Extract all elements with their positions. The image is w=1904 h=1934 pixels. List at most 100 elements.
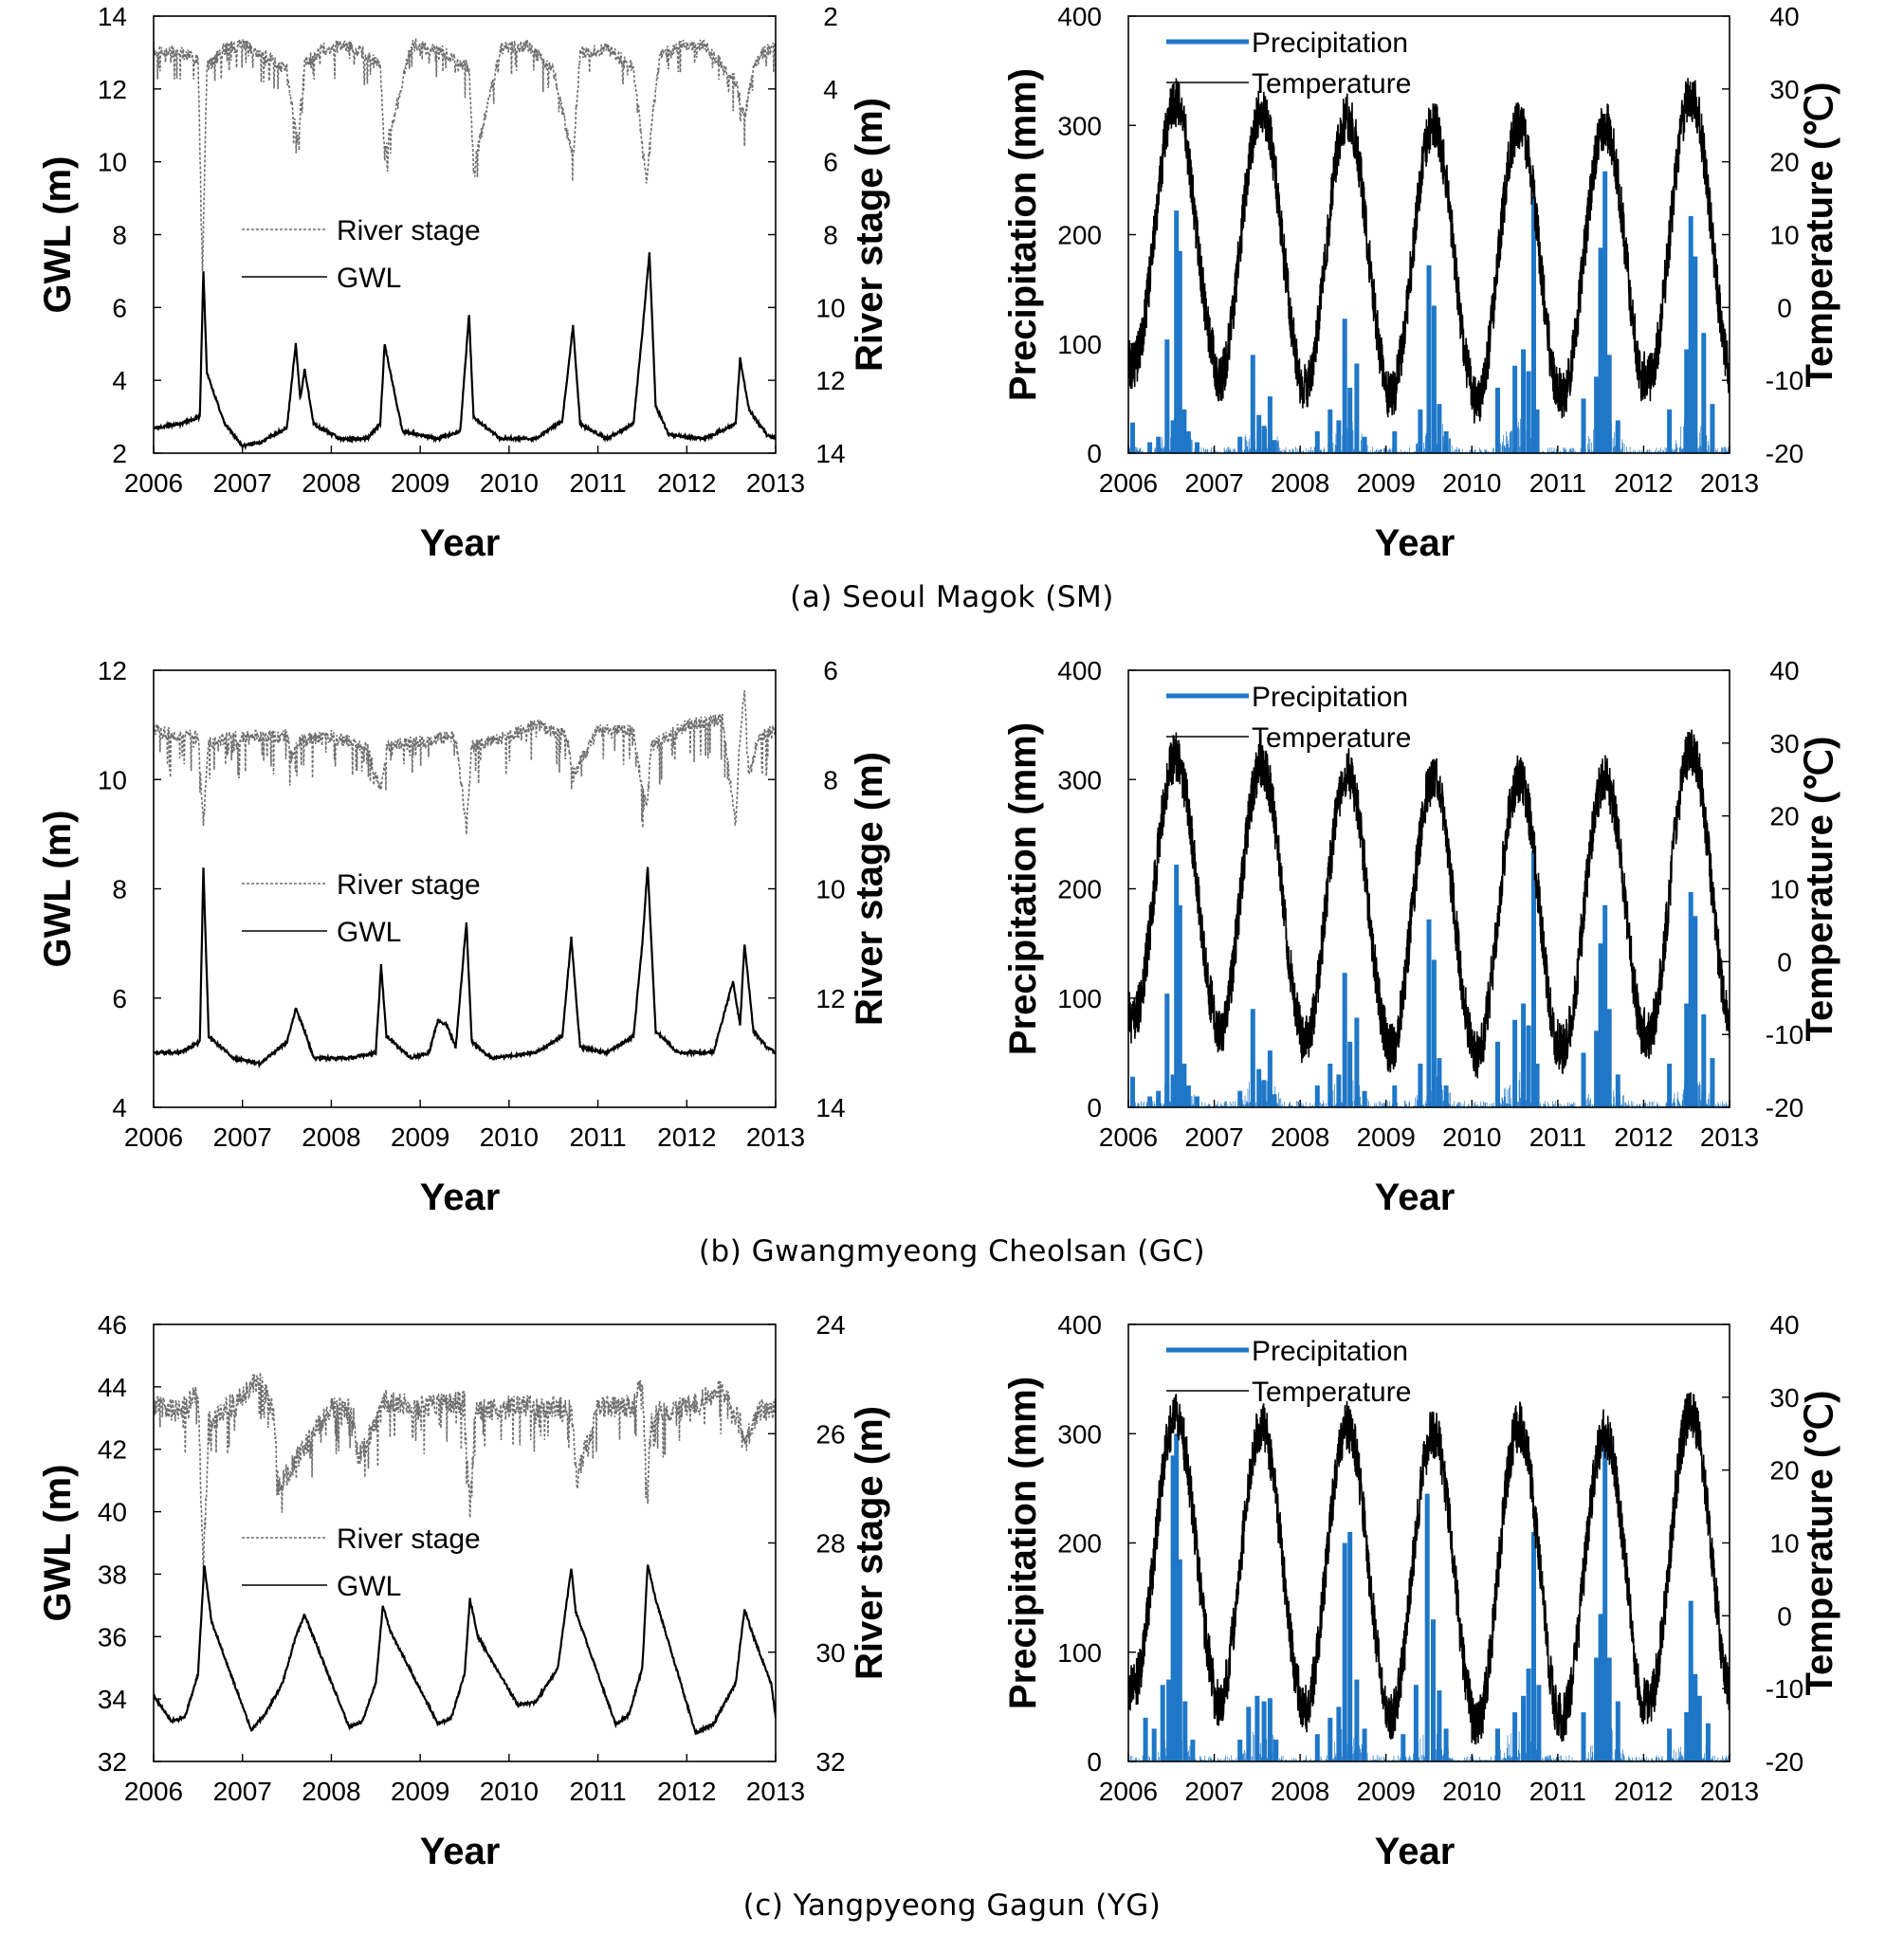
precipitation-bar [1581,1052,1586,1107]
precipitation-bar [1526,1025,1531,1107]
precipitation-bar [1190,1740,1196,1761]
x-tick-label: 2007 [213,1777,272,1806]
temperature-line [1128,78,1730,424]
y2-axis-title: Temperature (℃) [1799,736,1840,1041]
y-tick-label: 36 [98,1622,127,1651]
precipitation-bar [1177,250,1182,453]
y-tick-label: 10 [98,148,127,177]
x-tick-label: 2006 [1099,1122,1158,1152]
y2-tick-label: 2 [823,2,838,31]
plot-area [1128,1392,1730,1761]
x-tick-label: 2010 [480,468,539,498]
y2-tick-label: 4 [823,75,838,104]
y-tick-label: 0 [1087,1093,1102,1122]
y-tick-label: 42 [98,1435,127,1465]
precipitation-bar [1531,1532,1536,1761]
legend-label-river-stage: River stage [337,1523,481,1555]
x-tick-label: 2006 [124,468,183,498]
precipitation-bar [1147,442,1153,453]
y-tick-label: 100 [1057,330,1102,359]
y2-tick-label: 0 [1777,1601,1792,1631]
river-stage-line [154,37,776,271]
precipitation-bar [1443,430,1449,453]
precipitation-bar [1336,420,1342,453]
precipitation-bar [1392,1086,1398,1107]
precipitation-bar [1606,355,1612,453]
y-tick-label: 46 [98,1310,127,1340]
precipitation-bar [1581,1712,1586,1761]
y2-tick-label: 0 [1777,947,1792,976]
legend-label-gwl: GWL [337,263,401,294]
y-axis-title: GWL (m) [37,156,79,314]
precipitation-bar [1164,994,1170,1107]
y2-axis-title: River stage (m) [849,752,890,1026]
x-tick-label: 2007 [1184,468,1243,498]
x-tick-label: 2009 [391,1777,449,1806]
precipitation-bar [1362,436,1367,453]
precipitation-bar [1174,865,1180,1107]
precipitation-bar [1594,1657,1600,1761]
x-tick-label: 2009 [391,468,449,498]
x-tick-label: 2007 [213,1122,272,1152]
x-tick-label: 2010 [1442,1777,1501,1806]
chart-sm-climate: 2006 2007 2008 2009 2010 2011 2012 201301002003… [1002,2,1840,564]
precipitation-bar [1177,1559,1182,1761]
y2-tick-label: 32 [815,1747,845,1777]
y2-tick-label: -20 [1766,1747,1803,1777]
y-tick-label: 300 [1057,1419,1102,1449]
precipitation-bar [1594,1031,1600,1107]
precipitation-bar [1314,1734,1320,1761]
x-tick-label: 2010 [480,1777,539,1806]
precipitation-bar [1431,959,1437,1107]
y2-tick-label: 12 [815,366,845,395]
y2-tick-label: 10 [815,293,845,322]
chart-yg-gwl: 2006 2007 2008 2009 2010 2011 2012 2013 32 34 36 38… [37,1310,890,1872]
precipitation-bar [1710,1058,1715,1107]
precipitation-bar [1693,916,1698,1107]
y-tick-label: 400 [1057,656,1102,685]
precipitation-bar [1667,1728,1673,1761]
x-tick-label: 2012 [1614,1777,1673,1806]
x-tick-label: 2011 [569,468,626,498]
precipitation-bar [1314,430,1320,453]
y-tick-label: 32 [98,1747,127,1777]
precipitation-bar [1254,1695,1260,1761]
precipitation-bar [1342,319,1347,453]
y2-tick-label: -10 [1766,1020,1803,1049]
y-tick-label: 44 [98,1373,127,1402]
x-axis-title: Year [1375,1177,1455,1218]
precipitation-bar [1273,1740,1279,1761]
precipitation-bar [1130,422,1135,453]
y-tick-label: 100 [1057,984,1102,1013]
precipitation-bar [1705,1723,1711,1761]
precipitation-bar [1164,339,1170,453]
precipitation-bar [1181,409,1187,453]
precipitation-bar [1362,1728,1367,1761]
x-tick-label: 2006 [1099,468,1158,498]
precipitation-bar [1602,904,1608,1107]
x-tick-label: 2008 [1271,468,1329,498]
x-axis-title: Year [420,1831,501,1872]
chart-gc-gwl: 2006 2007 2008 2009 2010 2011 2012 2013 4 6 8 10 12 6… [37,656,890,1218]
precipitation-bar [1130,1076,1135,1107]
x-tick-label: 2011 [1529,468,1586,498]
precipitation-bar [1267,1050,1272,1107]
y2-tick-label: 20 [1769,1456,1799,1486]
precipitation-bar [1327,409,1333,453]
precipitation-bar [1512,1019,1518,1107]
precipitation-bar [1256,414,1262,453]
y-tick-label: 400 [1057,1310,1102,1340]
legend-label-precipitation: Precipitation [1252,1336,1408,1367]
y2-tick-label: -20 [1766,1093,1803,1122]
y2-axis-title: Temperature (℃) [1799,1390,1840,1695]
x-tick-label: 2008 [302,1777,360,1806]
x-tick-label: 2009 [1357,1122,1416,1152]
y-tick-label: 6 [112,293,127,322]
precipitation-bar [1437,404,1442,453]
y-tick-label: 300 [1057,765,1102,794]
x-tick-label: 2011 [569,1777,626,1806]
x-tick-label: 2010 [1442,468,1501,498]
caption-sm: (a) Seoul Magok (SM) [790,580,1114,614]
precipitation-bar [1342,1542,1347,1761]
precipitation-bar [1170,420,1176,453]
